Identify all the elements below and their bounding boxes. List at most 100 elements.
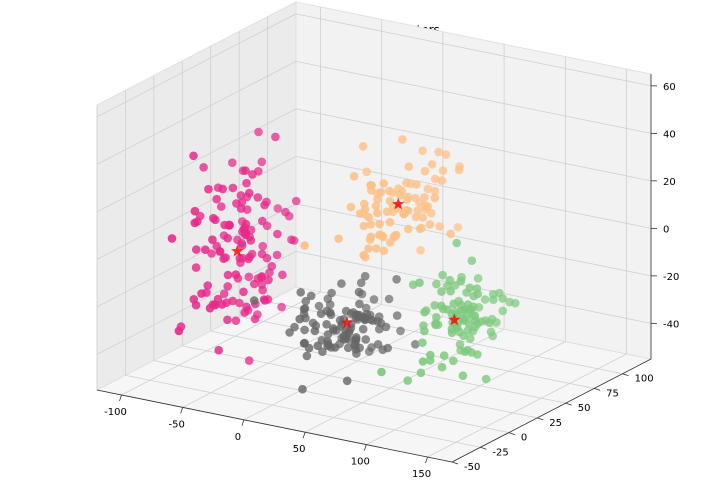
y-tick-mark <box>451 461 459 465</box>
data-point-series-1 <box>300 325 309 335</box>
grid-line-y <box>153 360 509 433</box>
data-point-series-2 <box>385 217 395 227</box>
grid-line-y <box>210 330 566 404</box>
data-point-series-3 <box>498 306 508 316</box>
data-point-series-2 <box>379 246 389 256</box>
y-tick-label: 50 <box>578 403 591 414</box>
data-point-series-3 <box>420 307 429 317</box>
data-point-series-3 <box>473 274 483 283</box>
data-point-series-0 <box>219 254 228 263</box>
data-point-series-0 <box>223 315 232 325</box>
data-point-series-3 <box>485 318 494 328</box>
data-point-series-2 <box>385 186 394 196</box>
data-point-series-2 <box>423 184 433 194</box>
x-tick-label: -50 <box>169 419 185 430</box>
x-tick-label: 0 <box>235 432 241 443</box>
data-point-series-0 <box>271 132 280 142</box>
data-point-series-2 <box>372 208 382 218</box>
y-axis-line <box>451 358 652 463</box>
data-point-series-3 <box>446 286 455 296</box>
grid-line-x <box>366 341 566 445</box>
x-axis-line <box>96 389 453 463</box>
data-point-series-2 <box>395 191 405 200</box>
data-point-series-2 <box>359 250 369 260</box>
data-point-series-2 <box>360 205 370 214</box>
data-point-series-2 <box>358 142 368 151</box>
data-point-series-1 <box>318 347 327 357</box>
data-point-series-0 <box>262 253 272 263</box>
data-point-series-1 <box>325 308 335 317</box>
data-point-series-3 <box>465 283 475 293</box>
data-point-series-2 <box>418 146 427 155</box>
data-point-series-2 <box>349 172 359 181</box>
data-point-series-2 <box>376 188 386 197</box>
z-tick-label: -40 <box>663 319 679 330</box>
data-point-series-0 <box>236 191 246 200</box>
y-tick-label: 75 <box>606 388 619 399</box>
data-point-series-1 <box>368 316 378 325</box>
y-tick-label: 100 <box>635 374 654 385</box>
grid-line-z <box>96 108 297 213</box>
data-point-series-2 <box>434 147 443 157</box>
data-point-series-1 <box>359 312 368 322</box>
data-point-series-0 <box>272 250 282 260</box>
data-point-series-3 <box>438 270 447 280</box>
data-point-series-0 <box>241 166 250 175</box>
data-point-series-1 <box>355 299 364 309</box>
data-point-series-1 <box>384 294 394 304</box>
data-point-series-3 <box>460 347 470 357</box>
grid-line-x <box>121 291 321 396</box>
data-point-series-1 <box>322 320 331 329</box>
data-point-series-0 <box>253 193 263 202</box>
data-point-series-0 <box>207 249 216 258</box>
data-point-series-3 <box>377 367 386 377</box>
data-point-series-1 <box>374 312 384 322</box>
data-point-series-3 <box>480 295 490 304</box>
data-point-series-2 <box>375 219 384 229</box>
data-point-series-2 <box>453 223 463 232</box>
grid-line-z <box>295 13 652 87</box>
data-point-series-0 <box>258 241 268 251</box>
data-point-series-2 <box>379 179 389 188</box>
data-point-series-0 <box>197 289 206 298</box>
data-point-series-0 <box>267 262 277 271</box>
z-tick-label: 0 <box>663 224 669 235</box>
data-point-series-1 <box>341 325 350 335</box>
data-point-series-3 <box>418 338 427 348</box>
y-tick-mark <box>594 388 601 391</box>
data-point-series-1 <box>356 278 366 288</box>
data-point-series-0 <box>208 235 217 244</box>
z-tick-label: -20 <box>663 272 679 283</box>
data-point-series-0 <box>223 282 232 291</box>
x-tick-mark <box>363 444 367 451</box>
centroid-star-0 <box>231 244 244 257</box>
data-point-series-2 <box>346 202 356 212</box>
data-point-series-0 <box>258 216 267 226</box>
data-point-series-2 <box>411 212 421 222</box>
data-point-series-0 <box>212 194 221 204</box>
grid-line-y <box>182 345 538 419</box>
data-point-series-3 <box>473 289 483 299</box>
data-point-series-2 <box>375 230 384 240</box>
data-point-series-0 <box>254 127 263 137</box>
data-point-series-2 <box>398 135 407 144</box>
data-point-series-1 <box>304 343 314 353</box>
data-point-series-1 <box>302 351 312 361</box>
data-point-series-3 <box>458 314 468 324</box>
data-point-series-0 <box>273 229 282 239</box>
data-point-series-2 <box>430 186 440 196</box>
data-point-series-2 <box>430 193 440 203</box>
data-point-series-2 <box>454 165 464 175</box>
y-tick-mark <box>508 432 515 435</box>
data-point-series-0 <box>287 235 296 244</box>
data-point-series-0 <box>211 215 220 225</box>
data-point-series-1 <box>361 335 371 344</box>
data-point-series-1 <box>330 343 340 352</box>
data-point-series-1 <box>392 311 402 320</box>
data-point-series-1 <box>323 337 332 346</box>
data-point-series-0 <box>201 245 210 254</box>
data-point-series-2 <box>404 162 414 171</box>
data-point-series-0 <box>225 221 234 230</box>
data-point-series-1 <box>295 314 305 324</box>
data-point-series-1 <box>314 301 324 311</box>
